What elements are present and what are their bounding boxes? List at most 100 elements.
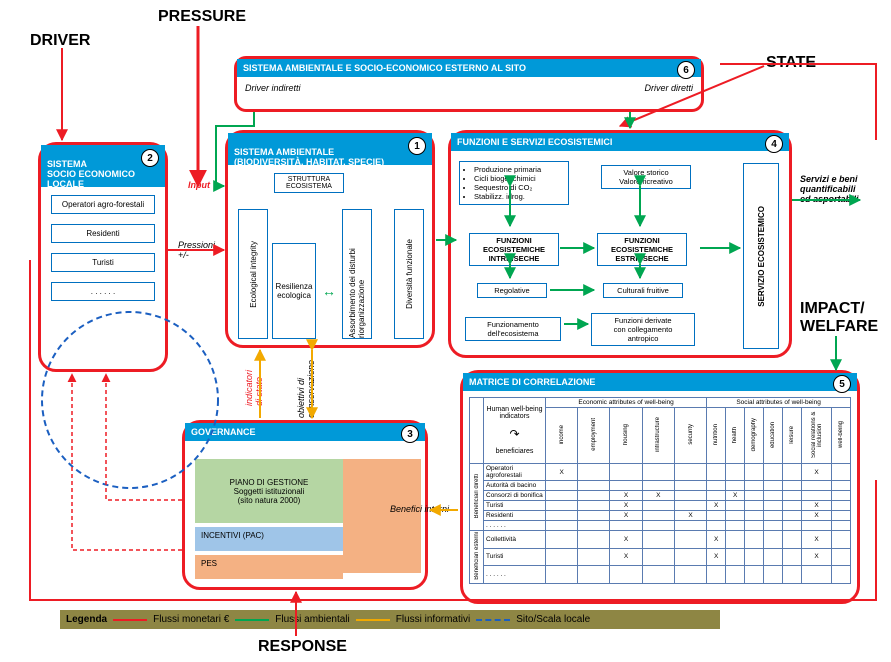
cell (726, 548, 745, 566)
col-Social-relations-&-inclusion: Social relations & inclusion (802, 408, 831, 464)
row-label: . . . . . . (484, 521, 546, 531)
cell (642, 464, 674, 481)
cell (674, 531, 706, 549)
item-turisti: Turisti (51, 253, 155, 272)
cell (610, 481, 642, 491)
cell (831, 511, 850, 521)
cell (831, 491, 850, 501)
cell: X (802, 464, 831, 481)
cell (707, 521, 726, 531)
cell (726, 464, 745, 481)
cell (642, 531, 674, 549)
legend-line-sito (476, 619, 510, 621)
badge-1: 1 (408, 137, 426, 155)
cell (674, 501, 706, 511)
pes: PES (195, 555, 343, 579)
fn-intr: FUNZIONI ECOSISTEMICHE INTRINSECHE (469, 233, 559, 266)
cell (783, 491, 802, 501)
cell (642, 501, 674, 511)
col-income: income (546, 408, 578, 464)
cell (674, 521, 706, 531)
cell: X (707, 531, 726, 549)
header-box4: FUNZIONI E SERVIZI ECOSISTEMICI 4 (451, 133, 789, 151)
cell (578, 481, 610, 491)
driver-indiretti: Driver indiretti (245, 83, 301, 93)
label-impact: IMPACT/ WELFARE (800, 300, 878, 336)
annot-pressioni: Pressioni +/- (178, 240, 215, 260)
title-box1: SISTEMA AMBIENTALE (BIODIVERSITÀ, HABITA… (234, 147, 384, 167)
cell (707, 491, 726, 501)
cell: X (610, 548, 642, 566)
col-diversita: Diversità funzionale (394, 209, 424, 339)
col-demography: demography (745, 408, 764, 464)
col-leisure: leisure (783, 408, 802, 464)
cell: X (707, 548, 726, 566)
annot-servizi: Servizi e beni quantificabili ed asporta… (800, 174, 859, 204)
item-dots: . . . . . . (51, 282, 155, 301)
legend-label-ambientali: Flussi ambientali (275, 614, 349, 625)
cell: X (802, 501, 831, 511)
cell: X (707, 501, 726, 511)
legend-line-ambientali (235, 619, 269, 621)
cell (578, 501, 610, 511)
driver-diretti: Driver diretti (644, 83, 693, 93)
cell (707, 566, 726, 584)
cell (642, 521, 674, 531)
cell (831, 481, 850, 491)
cell (578, 566, 610, 584)
badge-4: 4 (765, 135, 783, 153)
cell (764, 481, 783, 491)
cell (610, 566, 642, 584)
derivate: Funzioni derivate con collegamento antro… (591, 313, 695, 346)
panel-funzioni-servizi: FUNZIONI E SERVIZI ECOSISTEMICI 4 Produz… (448, 130, 792, 358)
legend-line-informativi (356, 619, 390, 621)
cell (726, 511, 745, 521)
row-label: Turisti (484, 501, 546, 511)
cell: X (802, 511, 831, 521)
cell (831, 501, 850, 511)
badge-6: 6 (677, 61, 695, 79)
cell (642, 481, 674, 491)
cell (764, 531, 783, 549)
correlation-table: Human well-being indicators ↷ beneficiar… (469, 397, 851, 584)
cell (745, 531, 764, 549)
title-box2: SISTEMA SOCIO ECONOMICO LOCALE (47, 159, 135, 189)
badge-3: 3 (401, 425, 419, 443)
cell (674, 491, 706, 501)
cell (726, 531, 745, 549)
cell (802, 491, 831, 501)
regolative: Regolative (477, 283, 547, 298)
cell (707, 511, 726, 521)
cell (783, 501, 802, 511)
cell (578, 464, 610, 481)
cell (610, 521, 642, 531)
cell (578, 521, 610, 531)
cell (642, 548, 674, 566)
cell: X (610, 511, 642, 521)
cell (707, 481, 726, 491)
col-resilienza: Resilienza ecologica (272, 243, 316, 339)
cell: X (642, 491, 674, 501)
cell (764, 548, 783, 566)
cell: X (546, 464, 578, 481)
cell (783, 481, 802, 491)
struttura-label: STRUTTURA ECOSISTEMA (274, 173, 344, 193)
row-label: . . . . . . (484, 566, 546, 584)
row-label: Consorzi di bonifica (484, 491, 546, 501)
legend-label-informativi: Flussi informativi (396, 614, 470, 625)
cell: X (674, 511, 706, 521)
cell (546, 548, 578, 566)
cell (546, 481, 578, 491)
group-esterni: Beneficiari esterni (470, 531, 484, 584)
cell (546, 511, 578, 521)
col-education: education (764, 408, 783, 464)
gov-orange-block (343, 459, 421, 573)
col-well-being: well-being (831, 408, 850, 464)
legend-label-monetari: Flussi monetari € (153, 614, 229, 625)
cell (674, 481, 706, 491)
cell (764, 464, 783, 481)
fn-estr: FUNZIONI ECOSISTEMICHE ESTRINSECHE (597, 233, 687, 266)
cell (783, 548, 802, 566)
cell (546, 521, 578, 531)
col-employment: employment (578, 408, 610, 464)
